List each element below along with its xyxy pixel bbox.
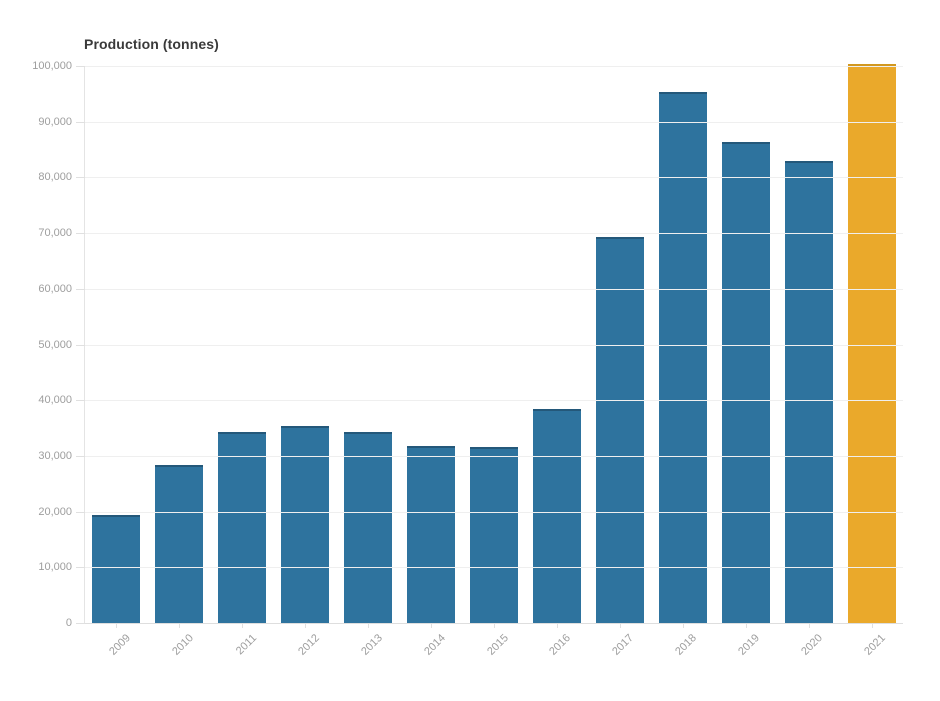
x-axis-label: 2018 — [673, 632, 700, 658]
x-axis-tick — [682, 623, 684, 628]
bar-slot: 2019 — [714, 66, 777, 658]
chart-title: Production (tonnes) — [84, 36, 219, 52]
gridline — [85, 344, 903, 346]
gridline — [85, 288, 903, 290]
y-axis-label: 0 — [65, 617, 72, 629]
gridline — [85, 511, 903, 513]
y-axis-tick — [76, 567, 85, 569]
y-axis-label: 30,000 — [38, 449, 72, 462]
gridline — [85, 121, 903, 123]
x-axis-baseline — [85, 623, 903, 624]
bar-slot: 2021 — [840, 64, 903, 658]
bar-slot: 2014 — [400, 66, 463, 658]
y-axis-label: 90,000 — [38, 115, 72, 128]
bar-2015 — [469, 446, 518, 623]
x-axis-label: 2020 — [799, 632, 826, 658]
bar-slot: 2018 — [651, 66, 714, 658]
y-axis-tick — [76, 288, 85, 290]
bar-slot: 2010 — [148, 66, 211, 658]
bar-2020 — [784, 161, 833, 623]
y-axis-tick — [76, 344, 85, 346]
gridline — [85, 177, 903, 179]
y-axis-label: 80,000 — [38, 171, 72, 184]
y-axis-label: 50,000 — [38, 338, 72, 351]
x-axis-tick — [431, 623, 433, 628]
x-axis-label: 2010 — [170, 632, 196, 658]
gridline — [85, 233, 903, 235]
x-axis-label: 2019 — [736, 632, 763, 658]
y-axis-tick — [76, 177, 85, 179]
bar-2010 — [155, 465, 204, 623]
x-axis-label: 2015 — [484, 632, 511, 658]
bar-2013 — [344, 431, 393, 623]
y-axis-tick — [76, 623, 85, 624]
bar-slot: 2009 — [85, 66, 148, 658]
bar-2012 — [281, 426, 330, 623]
x-axis-tick — [556, 623, 558, 628]
x-axis-label: 2014 — [421, 632, 448, 658]
x-axis-label: 2012 — [295, 632, 322, 658]
bar-2014 — [407, 445, 456, 623]
y-axis-label: 60,000 — [38, 282, 72, 295]
x-axis-label: 2017 — [610, 632, 637, 658]
gridline — [85, 567, 903, 569]
bar-2016 — [532, 409, 581, 623]
bar-slot: 2012 — [274, 66, 337, 658]
gridline — [85, 66, 903, 67]
bar-slot: 2020 — [777, 66, 840, 658]
bar-2018 — [658, 91, 707, 623]
bar-2009 — [92, 515, 141, 623]
x-axis-tick — [808, 623, 810, 628]
x-axis-tick — [116, 623, 118, 628]
bar-slot: 2011 — [211, 66, 274, 657]
x-axis-label: 2016 — [547, 632, 574, 658]
y-axis-label: 40,000 — [38, 394, 72, 407]
x-axis-tick — [242, 623, 244, 628]
x-axis-tick — [368, 623, 370, 628]
plot-area: 2009 2010 2011 2012 2013 2014 2015 2016 2017 2018… — [32, 60, 903, 658]
y-axis-tick — [76, 121, 85, 123]
bar-slot: 2017 — [588, 66, 651, 658]
gridline — [85, 455, 903, 457]
bar-slot: 2013 — [337, 66, 400, 658]
bar-slot: 2015 — [463, 66, 526, 658]
x-axis-label: 2009 — [107, 632, 133, 658]
x-axis-tick — [493, 623, 495, 628]
gridline — [85, 400, 903, 402]
y-axis-label: 100,000 — [32, 60, 72, 72]
bar-2011 — [218, 431, 267, 623]
y-axis-tick — [76, 233, 85, 235]
y-axis-label: 10,000 — [38, 561, 72, 574]
y-axis-tick — [76, 511, 85, 513]
y-axis-tick — [76, 66, 85, 67]
x-axis-label: 2011 — [233, 632, 259, 658]
x-axis-tick — [871, 623, 873, 628]
x-axis-tick — [305, 623, 307, 628]
bar-slot: 2016 — [525, 66, 588, 658]
bar-series: 2009 2010 2011 2012 2013 2014 2015 2016 2017 2018… — [85, 64, 903, 658]
x-axis-tick — [745, 623, 747, 628]
x-axis-tick — [179, 623, 181, 628]
y-axis-label: 70,000 — [38, 227, 72, 240]
bar-2017 — [595, 236, 644, 623]
y-axis-tick — [76, 455, 85, 457]
bar-2021-highlighted — [847, 64, 896, 623]
bar-2019 — [721, 141, 770, 623]
x-axis-tick — [619, 623, 621, 628]
y-axis-tick — [76, 400, 85, 402]
x-axis-label: 2013 — [358, 632, 385, 658]
x-axis-label: 2021 — [862, 632, 889, 658]
y-axis-label: 20,000 — [38, 505, 72, 518]
